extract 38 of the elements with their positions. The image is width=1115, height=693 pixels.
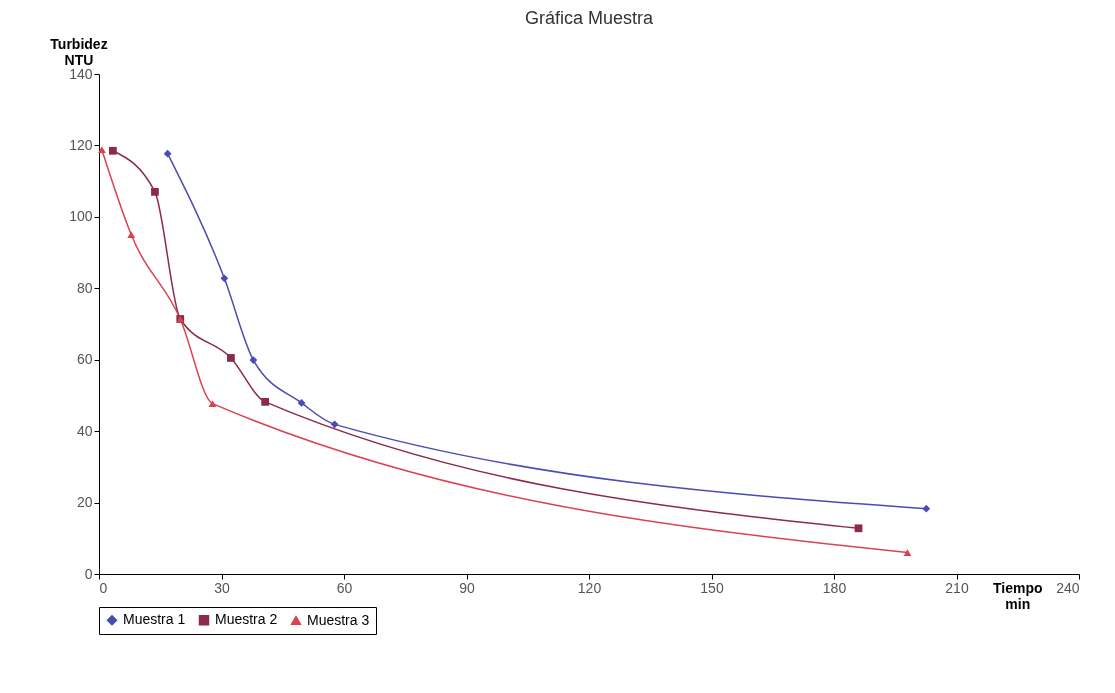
point bbox=[127, 231, 136, 239]
y-tick-label: 100 bbox=[69, 208, 93, 225]
y-axis-title: Turbidez NTU bbox=[50, 36, 108, 68]
y-tick-label: 120 bbox=[69, 136, 93, 153]
x-tick-label: 60 bbox=[336, 579, 353, 596]
x-tick-label: 240 bbox=[1056, 579, 1080, 596]
point bbox=[151, 187, 159, 196]
legend-label: Muestra 3 bbox=[307, 611, 370, 628]
legend-label: Muestra 1 bbox=[123, 611, 186, 628]
x-tick-label: 120 bbox=[577, 579, 602, 596]
x-tick-label: 90 bbox=[459, 579, 475, 596]
point bbox=[297, 399, 306, 407]
x-tick-label: 30 bbox=[214, 579, 230, 596]
point bbox=[854, 524, 863, 533]
point bbox=[97, 146, 106, 154]
point bbox=[109, 146, 117, 155]
chart-title: Gráfica Muestra bbox=[524, 8, 654, 28]
y-tick-label: 40 bbox=[76, 422, 93, 439]
y-tick-label: 0 bbox=[84, 565, 93, 582]
legend-label: Muestra 2 bbox=[215, 611, 278, 628]
x-tick-label: 180 bbox=[822, 579, 847, 596]
y-tick-label: 80 bbox=[76, 279, 93, 296]
point bbox=[261, 397, 270, 406]
point bbox=[227, 354, 235, 362]
point bbox=[903, 549, 912, 556]
point bbox=[330, 420, 339, 429]
x-tick-label: 210 bbox=[945, 579, 969, 596]
y-tick-label: 20 bbox=[76, 494, 93, 511]
x-tick-label: 150 bbox=[700, 579, 724, 596]
y-tick-label: 140 bbox=[69, 65, 93, 82]
point bbox=[922, 504, 931, 513]
point bbox=[220, 274, 229, 283]
x-tick-label: 0 bbox=[99, 579, 108, 596]
x-axis-title: Tiempo min bbox=[992, 580, 1043, 612]
y-tick-label: 60 bbox=[76, 351, 93, 368]
point bbox=[163, 149, 172, 158]
point bbox=[208, 400, 217, 407]
point bbox=[249, 356, 258, 364]
